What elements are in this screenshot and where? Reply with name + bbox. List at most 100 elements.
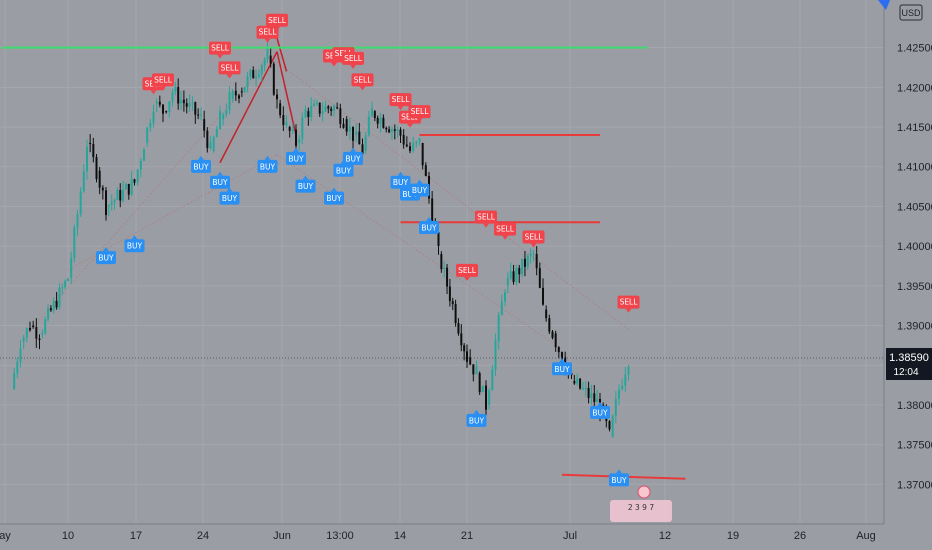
buy-signal[interactable]: BUY xyxy=(219,187,240,205)
last-price-value: 1.38590 xyxy=(889,352,929,364)
candle-body xyxy=(421,142,424,166)
svg-text:BUY: BUY xyxy=(288,154,304,163)
candle-body xyxy=(373,111,376,118)
svg-text:BUY: BUY xyxy=(412,186,428,195)
candle-body xyxy=(385,127,388,130)
candle-body xyxy=(485,385,487,410)
sell-signal[interactable]: SELL xyxy=(522,230,545,248)
candle-body xyxy=(324,106,327,112)
candle-body xyxy=(301,117,304,139)
buy-signal[interactable]: BUY xyxy=(124,235,145,253)
candle-body xyxy=(143,149,145,161)
buy-signal[interactable]: BUY xyxy=(286,147,306,165)
candle-body xyxy=(197,114,200,116)
buy-signal[interactable]: BUY xyxy=(96,247,116,265)
candle-body xyxy=(67,278,69,281)
sell-signal[interactable]: SELL xyxy=(209,41,231,59)
price-tick-label: 1.41000 xyxy=(897,162,932,174)
sell-signal[interactable]: SELL xyxy=(218,61,241,79)
trend-line[interactable] xyxy=(219,51,278,164)
candle-body xyxy=(174,87,177,92)
candle-body xyxy=(282,115,285,126)
buy-signal[interactable]: BUY xyxy=(466,409,487,427)
candle-body xyxy=(89,142,92,145)
buy-signal[interactable]: BUY xyxy=(210,171,230,189)
candle-body xyxy=(200,114,202,116)
candle-body xyxy=(165,111,168,113)
candle-body xyxy=(342,123,345,128)
sell-signal[interactable]: SELL xyxy=(494,222,516,240)
svg-text:BUY: BUY xyxy=(193,162,209,171)
candle-body xyxy=(561,352,563,363)
trend-line[interactable] xyxy=(276,37,288,72)
candle-body xyxy=(95,157,98,180)
candle-body xyxy=(13,373,16,390)
sell-signal[interactable]: SELL xyxy=(617,295,640,313)
candle-body xyxy=(231,90,234,100)
sell-signal[interactable]: SELL xyxy=(266,13,288,31)
candle-body xyxy=(509,271,512,279)
time-axis: ay 10 17 24 Jun 13:00 14 21 Jul 12 19 26 Aug xyxy=(0,530,876,542)
svg-text:BUY: BUY xyxy=(611,476,627,485)
buy-signal[interactable]: BUY xyxy=(390,171,411,189)
candle-body xyxy=(298,138,301,143)
buy-signal[interactable]: BUY xyxy=(609,469,629,487)
buy-signal[interactable]: BUY xyxy=(324,187,344,205)
sell-signal[interactable]: SELL xyxy=(408,105,431,123)
sell-signal[interactable]: SELL xyxy=(152,73,174,91)
candle-body xyxy=(291,129,294,131)
candle-body xyxy=(339,108,342,124)
sell-signal[interactable]: SELL xyxy=(475,210,497,228)
candle-body xyxy=(581,388,584,390)
sell-signal[interactable]: SELL xyxy=(351,73,374,91)
candle-body xyxy=(162,104,164,114)
candle-body xyxy=(396,129,399,131)
candle-body xyxy=(16,361,19,374)
buy-signal[interactable]: BUY xyxy=(590,401,610,419)
buy-signal[interactable]: BUY xyxy=(552,358,572,376)
svg-text:SELL: SELL xyxy=(354,75,373,84)
candle-body xyxy=(542,287,544,305)
svg-text:SELL: SELL xyxy=(154,75,173,84)
candle-body xyxy=(113,199,116,203)
trend-line[interactable] xyxy=(276,51,297,136)
sell-signal[interactable]: SELL xyxy=(342,51,364,69)
candle-body xyxy=(127,183,130,195)
buy-signal[interactable]: BUY xyxy=(191,155,211,173)
candle-body xyxy=(535,254,538,269)
svg-text:BUY: BUY xyxy=(127,242,143,251)
sell-signal[interactable]: SELL xyxy=(256,25,279,43)
buy-signal[interactable]: BUY xyxy=(419,216,439,234)
candle-body xyxy=(35,327,38,339)
candle-body xyxy=(446,267,449,287)
candle-body xyxy=(279,103,282,116)
candle-body xyxy=(255,76,258,79)
candle-body xyxy=(424,165,427,177)
candle-body xyxy=(587,387,590,398)
candle-body xyxy=(215,129,218,138)
sell-signal[interactable]: SELL xyxy=(456,263,478,281)
candle-body xyxy=(55,300,58,308)
time-tick-label: 14 xyxy=(394,530,406,542)
candle-body xyxy=(382,117,385,128)
candle-body xyxy=(82,171,85,192)
grid-lines xyxy=(0,0,884,524)
buy-signal[interactable]: BUY xyxy=(295,175,316,193)
buy-signal[interactable]: BUY xyxy=(257,155,278,173)
candle-body xyxy=(466,351,468,362)
candle-body xyxy=(333,105,335,111)
price-axis-bg[interactable] xyxy=(884,0,932,550)
candle-body xyxy=(431,198,434,226)
candle-body xyxy=(590,393,593,398)
time-tick-label: 10 xyxy=(62,530,74,542)
time-axis-bg[interactable] xyxy=(0,524,932,550)
candle-body xyxy=(238,95,240,99)
sell-signal[interactable]: SELL xyxy=(389,93,412,111)
currency-badge[interactable]: USD xyxy=(899,4,923,21)
buy-signal[interactable]: BUY xyxy=(409,179,430,197)
svg-text:SELL: SELL xyxy=(392,95,411,104)
buy-signal[interactable]: BUY xyxy=(343,147,363,165)
candle-body xyxy=(318,102,321,114)
